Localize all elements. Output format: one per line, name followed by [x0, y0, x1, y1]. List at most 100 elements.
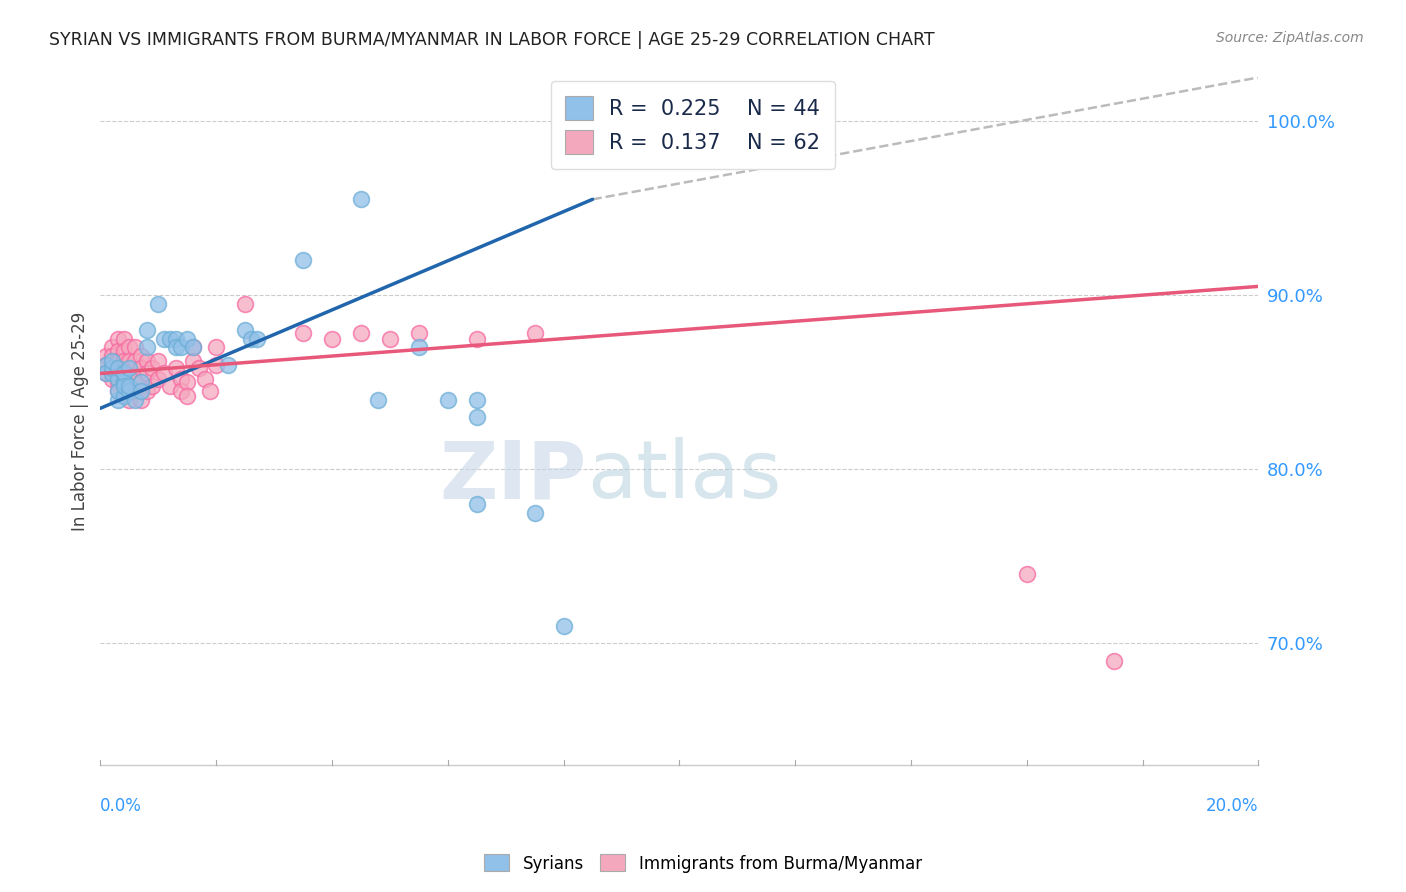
Point — [107, 392, 129, 407]
Point — [378, 332, 401, 346]
Point — [1015, 566, 1038, 581]
Point — [107, 375, 129, 389]
Point — [233, 323, 256, 337]
Point — [107, 384, 129, 398]
Point — [170, 372, 193, 386]
Point — [124, 354, 146, 368]
Point — [176, 375, 198, 389]
Point — [118, 384, 141, 398]
Point — [112, 375, 135, 389]
Point — [1102, 654, 1125, 668]
Point — [107, 361, 129, 376]
Point — [553, 619, 575, 633]
Point — [205, 358, 228, 372]
Point — [129, 375, 152, 389]
Point — [101, 340, 124, 354]
Point — [170, 340, 193, 354]
Point — [107, 354, 129, 368]
Point — [94, 349, 117, 363]
Point — [523, 506, 546, 520]
Point — [107, 361, 129, 376]
Point — [292, 326, 315, 341]
Point — [129, 375, 152, 389]
Point — [94, 367, 117, 381]
Point — [124, 384, 146, 398]
Point — [200, 384, 222, 398]
Legend: R =  0.225    N = 44, R =  0.137    N = 62: R = 0.225 N = 44, R = 0.137 N = 62 — [551, 81, 835, 169]
Point — [141, 361, 163, 376]
Point — [170, 384, 193, 398]
Point — [118, 354, 141, 368]
Point — [112, 367, 135, 381]
Point — [101, 372, 124, 386]
Point — [465, 332, 488, 346]
Point — [176, 332, 198, 346]
Point — [118, 392, 141, 407]
Point — [107, 343, 129, 358]
Text: 20.0%: 20.0% — [1206, 797, 1258, 814]
Point — [321, 332, 343, 346]
Point — [107, 384, 129, 398]
Point — [135, 367, 157, 381]
Point — [129, 361, 152, 376]
Point — [135, 354, 157, 368]
Point — [246, 332, 269, 346]
Point — [107, 332, 129, 346]
Point — [101, 349, 124, 363]
Point — [181, 340, 204, 354]
Text: 0.0%: 0.0% — [100, 797, 142, 814]
Point — [101, 354, 124, 368]
Point — [176, 389, 198, 403]
Y-axis label: In Labor Force | Age 25-29: In Labor Force | Age 25-29 — [72, 311, 89, 531]
Point — [148, 372, 170, 386]
Text: atlas: atlas — [586, 437, 782, 516]
Legend: Syrians, Immigrants from Burma/Myanmar: Syrians, Immigrants from Burma/Myanmar — [478, 847, 928, 880]
Point — [118, 367, 141, 381]
Point — [112, 389, 135, 403]
Point — [148, 297, 170, 311]
Point — [94, 358, 117, 372]
Point — [165, 340, 187, 354]
Point — [124, 392, 146, 407]
Point — [129, 384, 152, 398]
Point — [292, 253, 315, 268]
Point — [135, 323, 157, 337]
Point — [118, 378, 141, 392]
Point — [153, 332, 176, 346]
Point — [181, 354, 204, 368]
Point — [124, 372, 146, 386]
Point — [129, 392, 152, 407]
Point — [101, 367, 124, 381]
Point — [233, 297, 256, 311]
Point — [217, 358, 239, 372]
Point — [107, 372, 129, 386]
Point — [205, 340, 228, 354]
Point — [187, 361, 209, 376]
Point — [112, 367, 135, 381]
Point — [135, 384, 157, 398]
Point — [465, 392, 488, 407]
Point — [129, 349, 152, 363]
Point — [367, 392, 389, 407]
Point — [465, 409, 488, 424]
Point — [112, 378, 135, 392]
Point — [165, 361, 187, 376]
Point — [181, 340, 204, 354]
Point — [112, 354, 135, 368]
Point — [523, 326, 546, 341]
Point — [124, 340, 146, 354]
Point — [101, 361, 124, 376]
Text: SYRIAN VS IMMIGRANTS FROM BURMA/MYANMAR IN LABOR FORCE | AGE 25-29 CORRELATION C: SYRIAN VS IMMIGRANTS FROM BURMA/MYANMAR … — [49, 31, 935, 49]
Point — [118, 340, 141, 354]
Point — [350, 192, 373, 206]
Point — [112, 332, 135, 346]
Point — [118, 361, 141, 376]
Point — [159, 378, 181, 392]
Point — [153, 367, 176, 381]
Point — [408, 326, 430, 341]
Point — [94, 358, 117, 372]
Point — [350, 326, 373, 341]
Point — [135, 340, 157, 354]
Point — [112, 378, 135, 392]
Point — [112, 375, 135, 389]
